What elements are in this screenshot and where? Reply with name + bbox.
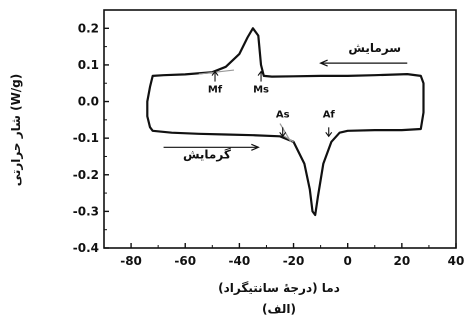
y-axis: 0.2 0.1 0.0 -0.1 -0.2 -0.3 -0.4 [73, 21, 109, 255]
cooling-label: سرمایش [348, 41, 401, 55]
plot-frame [103, 9, 457, 249]
dsc-loop-line [146, 27, 425, 217]
label-mf: Mf [208, 85, 223, 96]
label-mf-arrowhead [211, 70, 219, 76]
label-as: As [276, 109, 290, 120]
y-tick-label: -0.2 [73, 168, 99, 182]
figure-caption: (الف) [262, 302, 296, 316]
plot-area [103, 9, 457, 249]
label-as-arrowhead [279, 132, 287, 138]
y-tick-label: -0.3 [73, 204, 99, 218]
label-af-arrowhead [325, 132, 333, 138]
y-axis-title: شار حرارتی (W/g) [9, 74, 23, 187]
annotations: Mf Ms As Af سرمایش گرمایش [163, 41, 408, 161]
label-ms: Ms [253, 85, 269, 96]
y-tick-label: -0.4 [73, 241, 99, 255]
heating-label: گرمایش [183, 147, 231, 161]
x-tick-label: 20 [393, 254, 410, 268]
tangent-line [282, 134, 294, 143]
label-af: Af [323, 109, 336, 120]
x-tick-label: -20 [283, 254, 305, 268]
x-tick-label: -40 [229, 254, 251, 268]
y-tick-label: 0.2 [78, 21, 99, 35]
x-tick-label: 40 [448, 254, 465, 268]
tangent-line [198, 69, 235, 75]
y-tick-label: 0.1 [78, 58, 99, 72]
label-ms-arrowhead [257, 70, 265, 76]
heating-arrowhead [251, 143, 260, 151]
x-tick-label: -80 [120, 254, 142, 268]
x-tick-label: 0 [344, 254, 352, 268]
y-tick-label: 0.0 [78, 95, 99, 109]
x-tick-label: -60 [174, 254, 196, 268]
cooling-arrowhead [319, 59, 328, 67]
x-axis: -80 -60 -40 -20 0 20 40 [120, 243, 464, 268]
x-axis-title: دما (درجهٔ سانتیگراد) [218, 281, 340, 295]
y-tick-label: -0.1 [73, 131, 99, 145]
